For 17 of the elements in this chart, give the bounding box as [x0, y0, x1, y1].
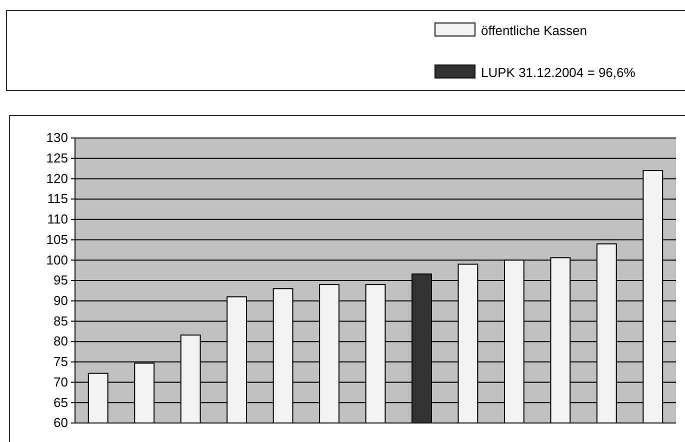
legend-label: LUPK 31.12.2004 = 96,6% — [481, 65, 636, 80]
y-tick-label: 125 — [46, 150, 68, 166]
y-tick-label: 130 — [46, 130, 68, 146]
y-tick-label: 70 — [54, 374, 68, 390]
y-tick-label: 95 — [54, 272, 68, 288]
legend-label: öffentliche Kassen — [481, 23, 587, 38]
y-tick-label: 120 — [46, 170, 68, 186]
y-tick-label: 60 — [54, 415, 68, 430]
y-tick-label: 110 — [47, 212, 68, 227]
y-tick-label: 75 — [54, 354, 68, 370]
y-tick-label: 85 — [54, 313, 68, 328]
y-tick-label: 80 — [54, 334, 68, 349]
y-tick-label: 90 — [54, 293, 68, 308]
y-tick-label: 100 — [46, 252, 68, 268]
y-tick-label: 115 — [47, 191, 68, 206]
y-tick-label: 105 — [46, 232, 68, 247]
y-tick-label: 65 — [54, 394, 68, 410]
